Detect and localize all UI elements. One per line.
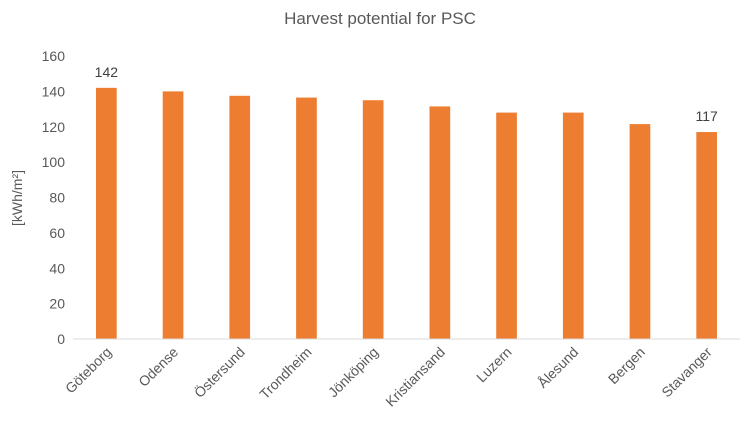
- bar: [429, 106, 451, 339]
- x-tick-label: Jönköping: [325, 344, 381, 400]
- bar: [229, 95, 251, 339]
- x-axis-ticks: Göteborg Odense Östersund Trondheim Jönköpin…: [62, 343, 715, 410]
- y-tick-label: 40: [49, 260, 65, 276]
- bar: [296, 97, 317, 339]
- y-tick-label: 0: [57, 331, 65, 347]
- bar: [629, 124, 651, 339]
- bar: [362, 100, 384, 339]
- data-labels: 142 117: [95, 64, 718, 124]
- y-tick-label: 120: [42, 119, 66, 135]
- x-tick-label: Trondheim: [256, 344, 314, 402]
- data-label: 142: [95, 64, 119, 80]
- chart-title: Harvest potential for PSC: [284, 9, 476, 28]
- bar: [496, 112, 517, 339]
- y-axis-label: [kWh/m²]: [9, 170, 25, 226]
- bar-series: [96, 87, 717, 340]
- x-tick-label: Östersund: [190, 343, 248, 401]
- bar: [162, 91, 184, 339]
- x-tick-label: Odense: [135, 344, 181, 390]
- y-tick-label: 100: [42, 154, 66, 170]
- x-tick-label: Bergen: [605, 344, 648, 387]
- bar: [96, 87, 117, 340]
- data-label: 117: [695, 108, 718, 124]
- x-tick-label: Kristiansand: [382, 344, 448, 410]
- y-tick-label: 60: [49, 225, 65, 241]
- x-tick-label: Stavanger: [658, 344, 715, 401]
- y-tick-label: 160: [42, 48, 66, 64]
- x-tick-label: Göteborg: [62, 344, 115, 397]
- y-axis-ticks: 0 20 40 60 80 100 120 140 160: [42, 48, 66, 347]
- x-tick-label: Luzern: [473, 344, 515, 386]
- bar: [562, 112, 584, 339]
- y-tick-label: 20: [49, 296, 65, 312]
- y-tick-label: 80: [49, 190, 65, 206]
- y-tick-label: 140: [42, 83, 66, 99]
- bar: [696, 132, 717, 339]
- x-tick-label: Ålesund: [534, 344, 581, 391]
